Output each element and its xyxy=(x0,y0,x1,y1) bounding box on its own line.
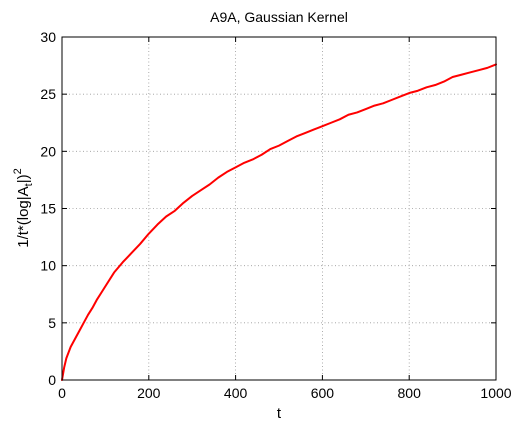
plot-frame xyxy=(61,36,497,381)
y-tick-label-4: 20 xyxy=(40,143,56,159)
y-axis-label-superscript: 2 xyxy=(12,168,24,174)
tick-labels: 0 200 400 600 800 1000 0 5 10 15 20 25 30 xyxy=(40,29,511,401)
chart-title: A9A, Gaussian Kernel xyxy=(210,9,348,25)
x-axis-label: t xyxy=(277,405,282,422)
grid-lines xyxy=(62,37,496,380)
x-tick-label-1: 200 xyxy=(137,385,161,401)
x-tick-label-0: 0 xyxy=(58,385,66,401)
x-tick-label-5: 1000 xyxy=(480,385,511,401)
x-tick-label-3: 600 xyxy=(311,385,335,401)
y-axis-label: 1/t*(log|At|)2 xyxy=(12,168,35,248)
y-tick-label-6: 30 xyxy=(40,29,56,45)
y-tick-label-1: 5 xyxy=(48,315,56,331)
y-tick-label-3: 15 xyxy=(40,201,56,217)
x-tick-label-4: 800 xyxy=(398,385,422,401)
y-axis-label-base: 1/t*(log|A xyxy=(15,186,32,247)
y-axis-label-subscript: t xyxy=(23,183,35,186)
y-tick-label-5: 25 xyxy=(40,86,56,102)
data-series xyxy=(61,63,497,381)
y-axis-label-mid: |) xyxy=(15,174,32,183)
y-tick-label-2: 10 xyxy=(40,258,56,274)
y-tick-label-0: 0 xyxy=(48,372,56,388)
x-tick-label-2: 400 xyxy=(224,385,248,401)
series-line-0 xyxy=(61,63,497,381)
